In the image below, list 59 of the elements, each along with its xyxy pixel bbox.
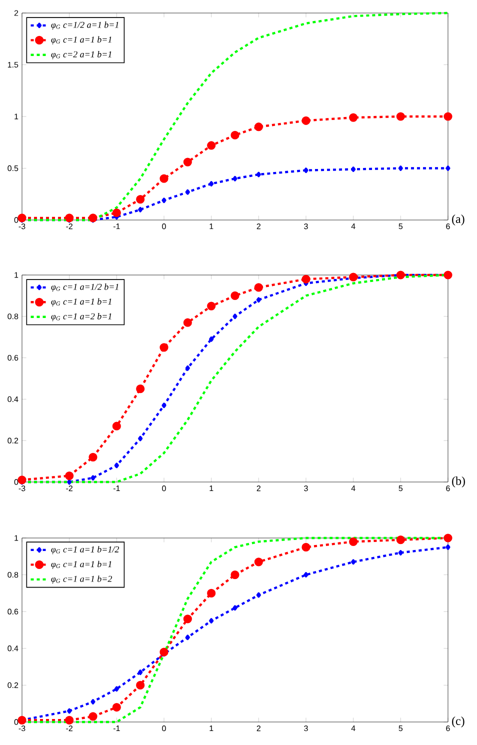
legend-label: φ$_{G}$ c=1/2 a=1 b=1 <box>51 22 118 30</box>
legend-label: φ$_{G}$ c=1 a=2 b=1 <box>51 313 112 322</box>
x-tick-label: 2 <box>256 224 260 230</box>
x-tick-label: -1 <box>113 486 120 492</box>
y-tick-label: 1 <box>14 272 18 278</box>
y-tick-label: 0.8 <box>8 572 18 578</box>
x-tick-label: -2 <box>66 224 72 230</box>
x-tick-label: 1 <box>210 726 214 732</box>
x-tick-label: -1 <box>113 224 120 230</box>
x-tick-label: 3 <box>304 486 308 492</box>
x-tick-label: 6 <box>446 486 450 492</box>
x-tick-label: 5 <box>398 224 403 230</box>
x-tick-label: 2 <box>256 726 260 732</box>
y-tick-label: 0.6 <box>8 608 18 614</box>
y-tick-label: 1 <box>14 535 18 541</box>
legend-label: φ$_{G}$ c=1 a=1 b=1 <box>51 560 112 569</box>
x-tick-label: 5 <box>398 486 403 492</box>
y-tick-label: 0 <box>14 217 18 223</box>
x-tick-label: 1 <box>210 224 214 230</box>
y-tick-label: 0.6 <box>8 354 18 361</box>
x-tick-label: 4 <box>351 224 356 230</box>
y-tick-label: 0.4 <box>8 396 18 402</box>
x-tick-label: -2 <box>66 486 72 492</box>
legend-label: φ$_{G}$ c=1 a=1 b=1 <box>51 298 112 306</box>
y-tick-label: 0 <box>14 719 18 725</box>
x-tick-label: 2 <box>256 486 260 492</box>
legend-label: φ$_{G}$ c=1 a=1 b=1 <box>51 36 112 44</box>
x-tick-label: 5 <box>398 726 403 732</box>
x-tick-label: 4 <box>351 726 356 732</box>
legend-label: φ$_{G}$ c=2 a=1 b=1 <box>51 51 112 60</box>
x-tick-label: 6 <box>446 224 450 230</box>
y-tick-label: 0.2 <box>8 438 18 444</box>
x-tick-label: -2 <box>66 726 72 732</box>
x-tick-label: 0 <box>162 486 166 492</box>
x-tick-label: 0 <box>162 726 166 732</box>
x-tick-label: -3 <box>18 726 26 732</box>
x-tick-label: 3 <box>304 726 308 732</box>
x-tick-label: 6 <box>446 726 450 732</box>
y-tick-label: 1 <box>14 114 18 120</box>
x-tick-label: -1 <box>113 726 120 732</box>
y-tick-label: 0.2 <box>8 682 18 688</box>
y-tick-label: 2 <box>14 10 18 16</box>
y-tick-label: 0.5 <box>8 165 18 172</box>
x-tick-label: 1 <box>210 486 214 492</box>
legend-label: φ$_{G}$ c=1 a=1/2 b=1 <box>51 284 118 292</box>
y-tick-label: 0.4 <box>8 646 18 652</box>
y-tick-label: 0.8 <box>8 314 18 320</box>
x-tick-label: 0 <box>162 224 166 230</box>
legend-label: φ$_{G}$ c=1 a=1 b=1/2 <box>51 546 120 554</box>
y-tick-label: 0 <box>14 479 18 485</box>
x-tick-label: -3 <box>18 224 26 230</box>
y-tick-label: 1.5 <box>8 62 18 68</box>
legend-label: φ$_{G}$ c=1 a=1 b=2 <box>51 576 112 584</box>
x-tick-label: 3 <box>304 224 308 230</box>
text: (b) <box>452 476 465 488</box>
x-tick-label: -3 <box>18 486 26 492</box>
text: (a) <box>452 214 464 226</box>
text: (c) <box>452 716 464 728</box>
x-tick-label: 4 <box>351 486 356 492</box>
